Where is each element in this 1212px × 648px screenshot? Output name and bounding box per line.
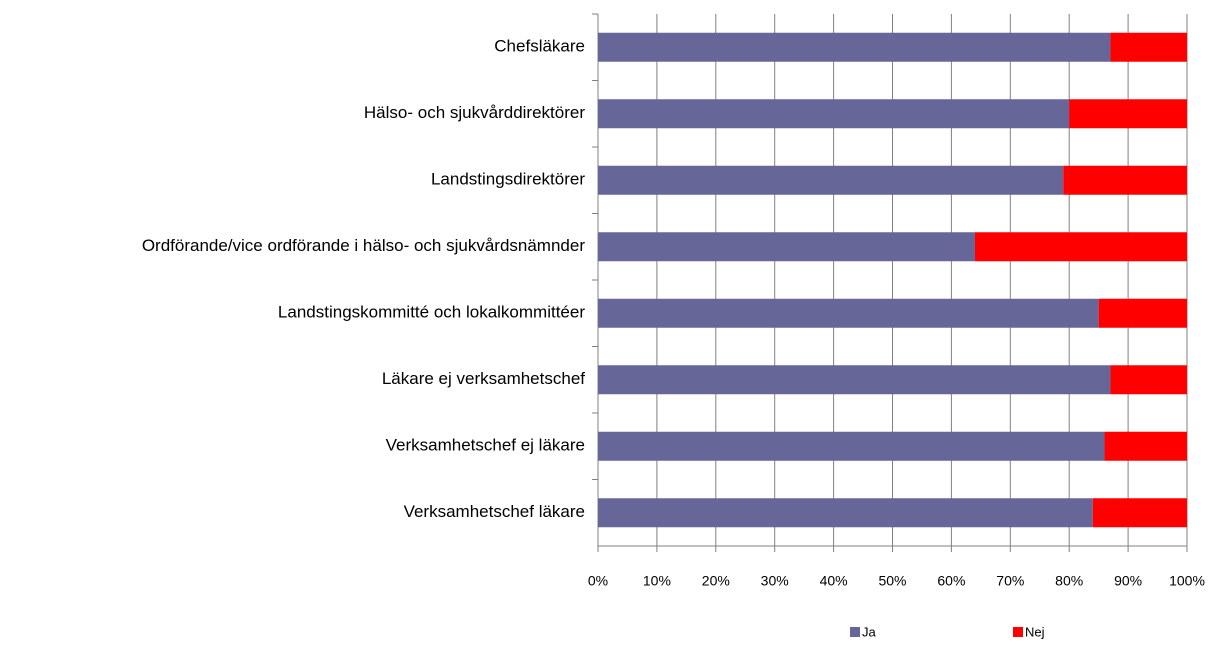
x-tick-label: 30%: [761, 573, 789, 589]
bar: [1063, 165, 1187, 195]
x-tick-label: 20%: [702, 573, 730, 589]
legend-swatch: [850, 627, 860, 637]
x-tick-label: 90%: [1114, 573, 1142, 589]
y-tick-label: Verksamhetschef ej läkare: [386, 436, 585, 455]
bar: [598, 99, 1070, 129]
bar: [598, 165, 1064, 195]
x-tick-label: 60%: [937, 573, 965, 589]
bar: [598, 498, 1093, 528]
y-tick-label: Landstingsdirektörer: [431, 170, 585, 189]
bar: [1092, 498, 1187, 528]
x-tick-label: 10%: [643, 573, 671, 589]
bar: [974, 232, 1187, 262]
legend-label: Ja: [862, 624, 877, 639]
bar: [1104, 431, 1187, 461]
bar: [598, 32, 1111, 62]
legend-label: Nej: [1025, 624, 1045, 639]
y-tick-label: Verksamhetschef läkare: [404, 502, 585, 521]
x-tick-label: 70%: [996, 573, 1024, 589]
x-tick-label: 0%: [588, 573, 608, 589]
bar: [1098, 298, 1187, 328]
bar: [598, 365, 1111, 395]
x-tick-label: 80%: [1055, 573, 1083, 589]
bar: [598, 232, 975, 262]
x-tick-label: 100%: [1169, 573, 1205, 589]
bar: [1110, 365, 1187, 395]
y-tick-label: Hälso- och sjukvårddirektörer: [364, 103, 585, 122]
y-tick-label: Läkare ej verksamhetschef: [382, 369, 585, 388]
legend-swatch: [1013, 627, 1023, 637]
y-tick-label: Landstingskommitté och lokalkommittéer: [278, 303, 585, 322]
bar: [1069, 99, 1187, 129]
x-tick-label: 40%: [820, 573, 848, 589]
y-tick-label: Ordförande/vice ordförande i hälso- och …: [142, 236, 586, 255]
bar: [1110, 32, 1187, 62]
bar: [598, 431, 1105, 461]
bar: [598, 298, 1099, 328]
x-tick-label: 50%: [878, 573, 906, 589]
y-tick-label: Chefsläkare: [494, 37, 585, 56]
